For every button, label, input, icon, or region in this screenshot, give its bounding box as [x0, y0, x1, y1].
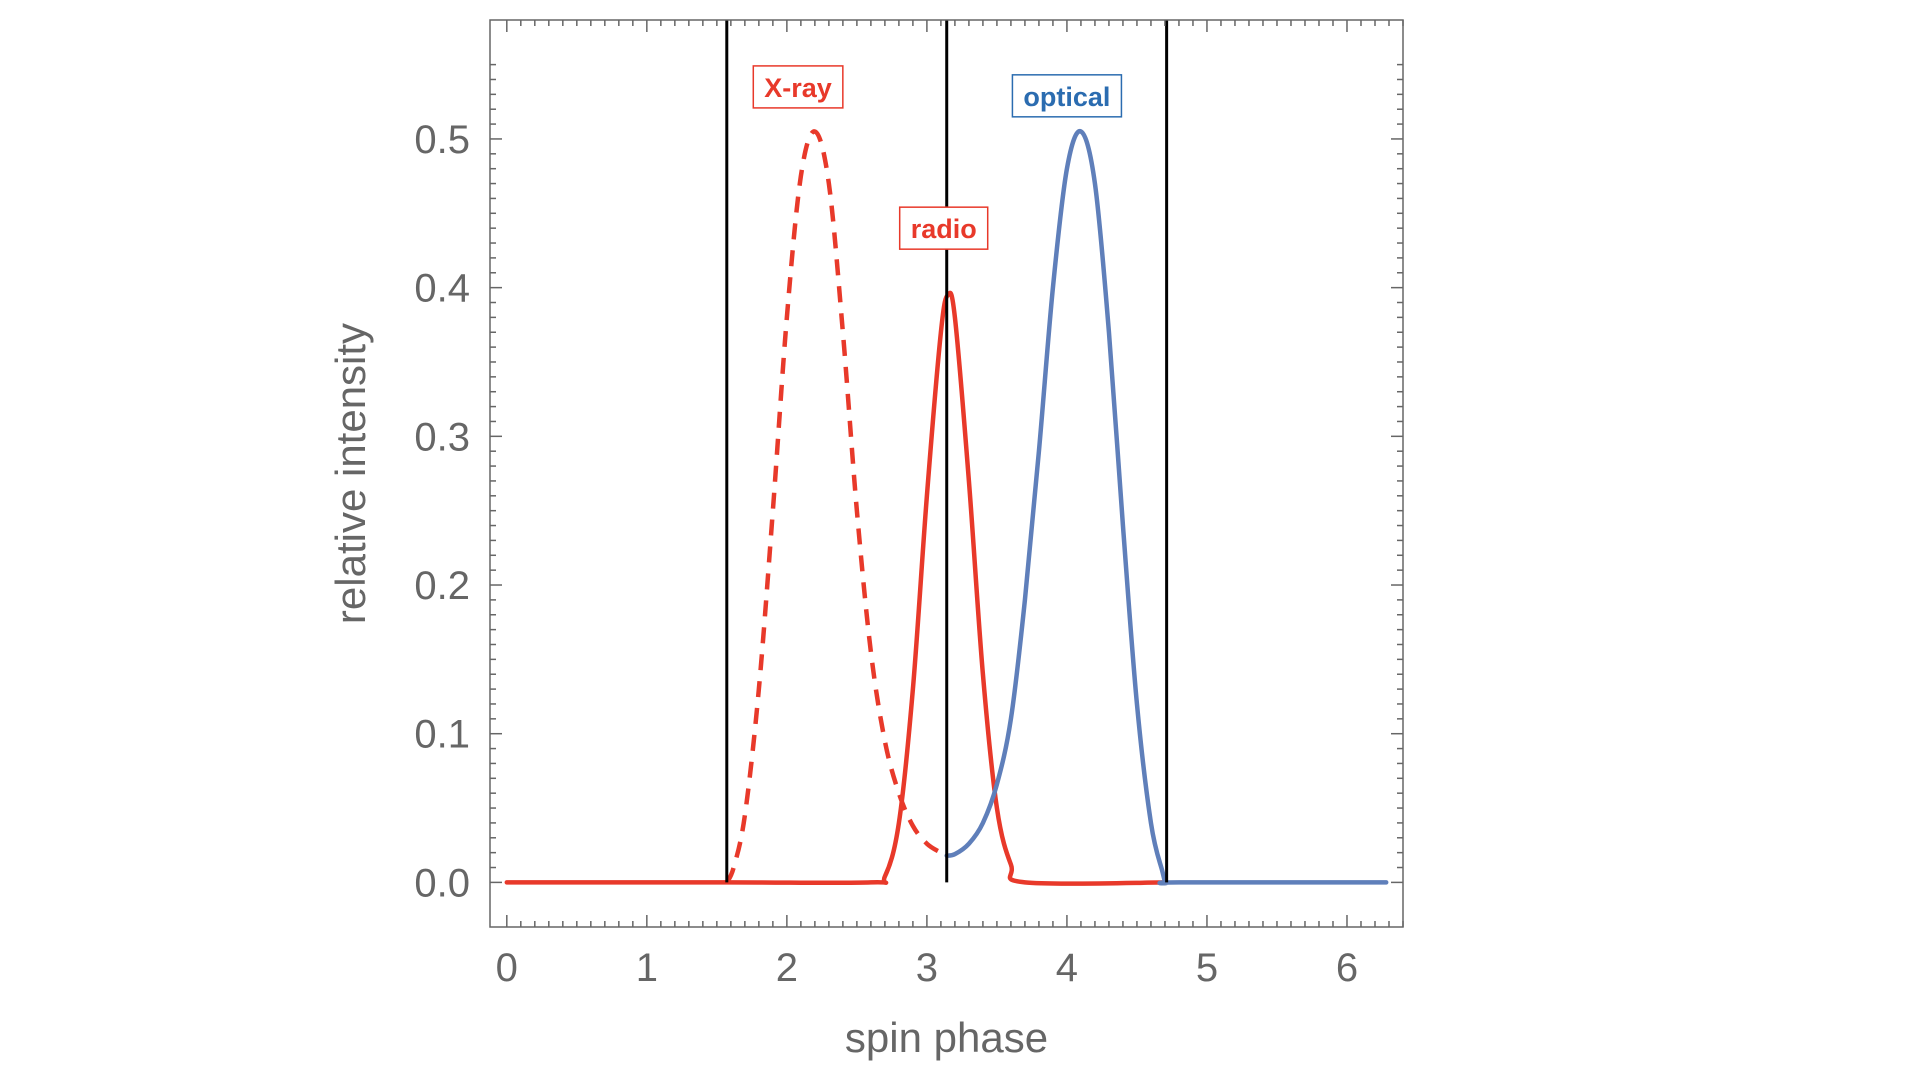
x-tick-label: 3	[916, 946, 938, 990]
x-tick-label: 1	[636, 946, 658, 990]
annotation-box	[898, 206, 989, 250]
annotation-box	[752, 65, 844, 109]
x-tick-label: 5	[1196, 946, 1218, 990]
y-tick-label: 0.5	[414, 118, 470, 162]
axis-ticks	[490, 20, 1404, 927]
y-tick-label: 0.0	[414, 861, 470, 905]
x-tick-labels: 0 1 2 3 4 5 6	[496, 946, 1358, 990]
y-tick-label: 0.3	[414, 415, 470, 459]
y-tick-label: 0.4	[414, 267, 470, 311]
x-tick-label: 4	[1056, 946, 1078, 990]
x-ray-annotation: X-ray	[752, 65, 844, 109]
x-ray-series-line	[724, 129, 948, 884]
y-axis-title: relative intensity	[327, 323, 374, 624]
optical-annotation: optical	[1011, 74, 1123, 118]
optical-series-line	[944, 129, 1389, 886]
radio-series-line	[504, 290, 1169, 886]
annotation-label: X-ray	[764, 73, 832, 103]
annotation-label: optical	[1023, 82, 1110, 112]
series-annotations: X-ray radio optical	[752, 65, 1123, 250]
y-tick-label: 0.1	[414, 713, 470, 757]
x-tick-label: 6	[1336, 946, 1358, 990]
annotation-box	[1011, 74, 1123, 118]
annotation-label: radio	[911, 214, 977, 244]
radio-annotation: radio	[898, 206, 989, 250]
x-tick-label: 2	[776, 946, 798, 990]
x-tick-label: 0	[496, 946, 518, 990]
y-tick-label: 0.2	[414, 564, 470, 608]
plot-area	[504, 20, 1389, 886]
frame-box	[489, 19, 1404, 928]
plot-frame	[489, 19, 1404, 928]
x-axis-title: spin phase	[845, 1014, 1048, 1061]
y-tick-labels: 0.0 0.1 0.2 0.3 0.4 0.5	[414, 118, 470, 905]
